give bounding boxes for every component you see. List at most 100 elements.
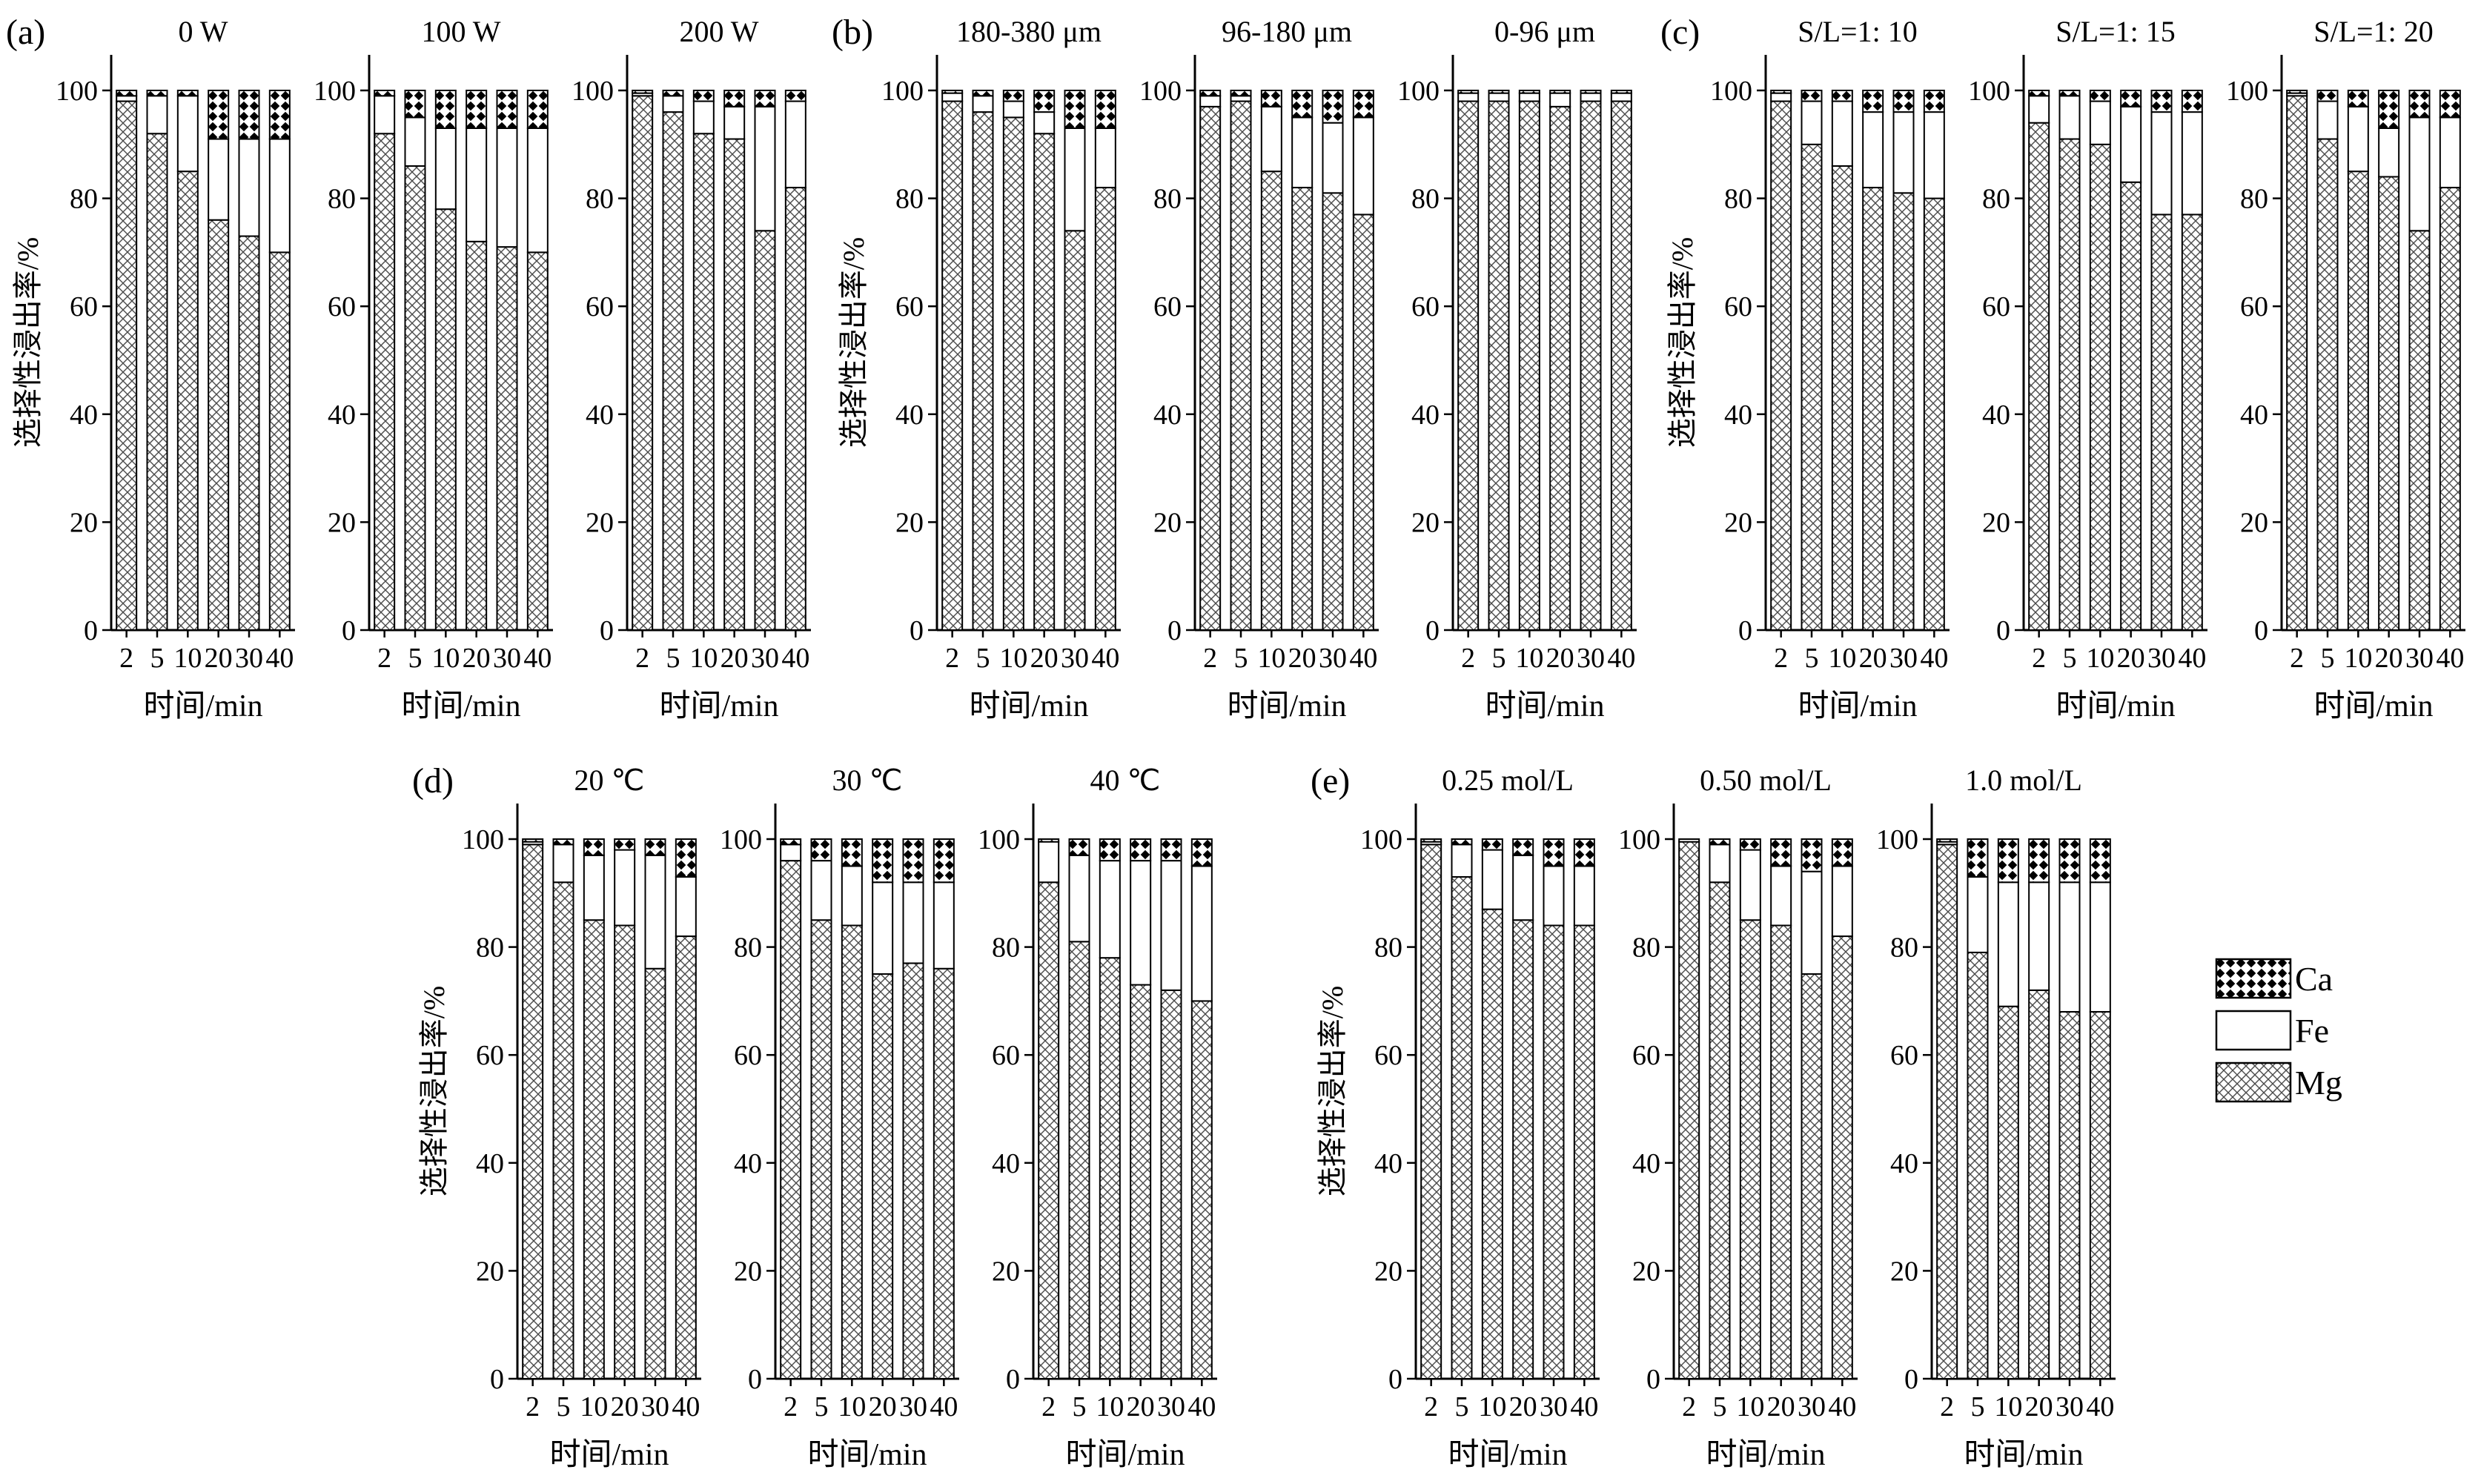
x-tick-label: 30 (2405, 643, 2434, 674)
y-tick-label: 60 (2240, 291, 2268, 322)
y-tick-label: 100 (314, 76, 356, 107)
bar-segment-mg (1457, 100, 1480, 631)
subplots-row: 0 W 0 20 40 60 80 100 2 5 10 20 30 40 时间/min 100 W 0 20 4… (52, 7, 823, 730)
bar-segment-mg (176, 170, 199, 631)
x-axis-title: 时间/min (1706, 1438, 1825, 1472)
bar-segment-fe (810, 860, 832, 921)
bar-segment-mg (2181, 213, 2203, 631)
bar-segment-ca (374, 90, 396, 97)
y-tick-label: 100 (1139, 76, 1182, 107)
x-axis-title: 时间/min (143, 689, 262, 723)
bar-segment-fe (1580, 92, 1602, 102)
x-tick-label: 40 (1091, 643, 1119, 674)
bar-segment-ca (2150, 90, 2173, 113)
bar-segment-ca (1512, 838, 1534, 856)
bar-segment-mg (1260, 170, 1282, 631)
bar-segment-mg (1923, 197, 1945, 632)
bar-segment-mg (238, 235, 260, 631)
y-tick-label: 60 (586, 291, 614, 322)
y-tick-label: 0 (1996, 615, 2010, 646)
bar-segment-fe (1038, 841, 1060, 884)
y-tick-label: 80 (1153, 184, 1182, 215)
y-tick-label: 20 (70, 507, 98, 538)
bar-segment-ca (1862, 90, 1884, 113)
bar-segment-ca (784, 90, 806, 102)
bar-segment-mg (268, 251, 291, 631)
x-tick-label: 10 (689, 643, 718, 674)
y-tick-label: 0 (1425, 615, 1440, 646)
bar-segment-mg (1580, 100, 1602, 631)
bar-segment-fe (116, 95, 138, 102)
x-tick-label: 10 (1736, 1391, 1764, 1422)
x-tick-label: 10 (1257, 643, 1285, 674)
x-tick-label: 20 (869, 1391, 897, 1422)
y-tick-label: 0 (1388, 1364, 1402, 1395)
y-tick-label: 60 (1374, 1040, 1402, 1071)
x-tick-label: 30 (1577, 643, 1605, 674)
bar-segment-mg (1549, 105, 1571, 631)
bar-segment-fe (675, 875, 697, 938)
bar-segment-mg (1481, 908, 1503, 1379)
y-axis-title: 选择性浸出率/% (1666, 236, 1699, 448)
y-tick-label: 100 (2226, 76, 2268, 107)
y-tick-label: 100 (1710, 76, 1752, 107)
y-tick-label: 100 (56, 76, 98, 107)
x-tick-label: 30 (1540, 1391, 1568, 1422)
bar-segment-mg (1322, 192, 1344, 631)
legend-item-fe: Fe (2215, 1010, 2342, 1053)
bar-segment-ca (1518, 90, 1540, 94)
x-tick-label: 10 (1096, 1391, 1124, 1422)
panel-letter: (e) (1311, 761, 1351, 801)
panel-letter: (a) (6, 13, 46, 52)
y-tick-label: 40 (895, 400, 924, 431)
bar-segment-mg (526, 251, 549, 631)
bar-segment-mg (1064, 230, 1086, 631)
bar-segment-mg (1068, 941, 1090, 1379)
subplot-title: 1.0 mol/L (1965, 763, 2082, 797)
bar-segment-fe (2028, 881, 2050, 991)
y-tick-label: 40 (1724, 400, 1752, 431)
y-tick-label: 0 (748, 1364, 762, 1395)
x-tick-label: 2 (1203, 643, 1217, 674)
x-tick-label: 10 (2344, 643, 2372, 674)
legend: Ca Fe Mg (2215, 958, 2342, 1104)
bar-segment-fe (1488, 92, 1510, 102)
bar-segment-fe (496, 127, 518, 248)
y-tick-label: 0 (1006, 1364, 1020, 1395)
y-tick-label: 40 (1411, 400, 1440, 431)
bar-segment-mg (644, 967, 666, 1380)
bar-segment-mg (583, 919, 605, 1379)
y-tick-label: 80 (1890, 933, 1918, 964)
x-tick-label: 10 (1478, 1391, 1506, 1422)
y-tick-label: 0 (910, 615, 924, 646)
bar-segment-mg (1451, 875, 1473, 1379)
bar-segment-ca (268, 90, 291, 140)
bar-segment-mg (466, 240, 488, 631)
bar-segment-mg (872, 973, 894, 1379)
x-tick-label: 2 (526, 1391, 540, 1422)
bar-segment-mg (1770, 100, 1792, 631)
bar-segment-fe (1923, 111, 1945, 199)
x-tick-label: 2 (377, 643, 391, 674)
bar-segment-mg (2408, 230, 2431, 631)
x-tick-label: 20 (1509, 1391, 1537, 1422)
x-tick-label: 40 (265, 643, 294, 674)
x-axis-title: 时间/min (1448, 1438, 1567, 1472)
bar-segment-ca (2058, 90, 2081, 97)
y-tick-label: 80 (2240, 184, 2268, 215)
y-tick-label: 20 (476, 1256, 504, 1287)
bar-segment-ca (1033, 90, 1056, 113)
y-tick-label: 100 (1968, 76, 2010, 107)
x-tick-label: 5 (1805, 643, 1819, 674)
y-axis-title: 选择性浸出率/% (417, 985, 451, 1197)
bar-segment-fe (176, 95, 199, 173)
bar-segment-mg (2120, 181, 2142, 631)
bar-segment-fe (1002, 100, 1024, 119)
x-axis-title: 时间/min (969, 689, 1088, 723)
subplots-row: 20 ℃ 0 20 40 60 80 100 2 5 10 20 30 40 时间/min 30 ℃ 0 20 4… (458, 756, 1229, 1479)
x-tick-label: 5 (408, 643, 423, 674)
bar-segment-mg (1892, 192, 1915, 631)
y-tick-label: 20 (895, 507, 924, 538)
